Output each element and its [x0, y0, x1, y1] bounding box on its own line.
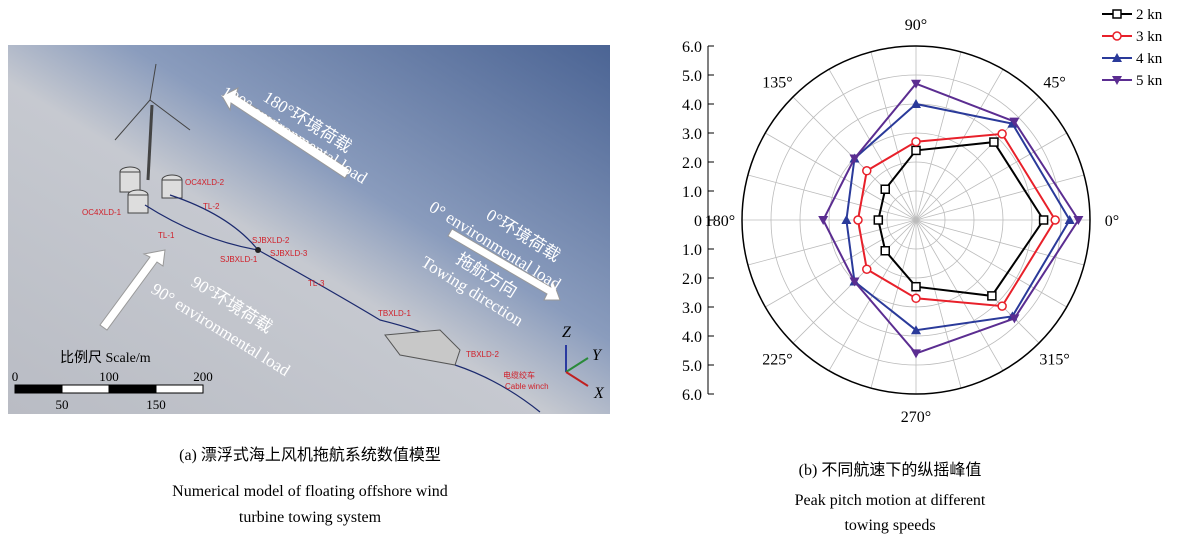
marker	[881, 185, 889, 193]
angle-label: 135°	[762, 74, 792, 91]
node	[255, 247, 261, 253]
r-tick-label: 4.0	[682, 329, 702, 346]
r-tick-label: 0	[694, 213, 702, 230]
marker	[990, 138, 998, 146]
marker	[863, 265, 871, 273]
model-label: TL-1	[158, 231, 175, 240]
legend-label: 5 kn	[1136, 73, 1163, 89]
angle-label: 90°	[905, 17, 927, 34]
scale-label: 200	[193, 369, 213, 384]
r-tick-label: 3.0	[682, 300, 702, 317]
scale-title: 比例尺 Scale/m	[60, 350, 151, 366]
model-panel: 180°环境荷载 180° environmental load 0°环境荷载 …	[8, 45, 610, 526]
scale-bar	[15, 385, 203, 393]
marker	[818, 216, 828, 225]
r-tick-label: 2.0	[682, 155, 702, 172]
angle-label: 225°	[762, 352, 792, 369]
legend-label: 2 kn	[1136, 7, 1163, 23]
marker	[881, 247, 889, 255]
angle-label: 45°	[1043, 74, 1065, 91]
model-label: TL-3	[308, 279, 325, 288]
r-tick-label: 6.0	[682, 39, 702, 56]
model-label: Cable winch	[505, 382, 549, 391]
scale-label: 0	[12, 369, 19, 384]
caption: turbine towing system	[239, 509, 382, 526]
marker	[912, 294, 920, 302]
r-tick-label: 3.0	[682, 126, 702, 143]
r-tick-label: 1.0	[682, 184, 702, 201]
r-tick-label: 1.0	[682, 242, 702, 259]
marker	[998, 130, 1006, 138]
angle-label: 180°	[705, 213, 735, 230]
marker	[1065, 215, 1075, 224]
model-label: SJBXLD-2	[252, 236, 290, 245]
legend-label: 3 kn	[1136, 29, 1163, 45]
marker	[1040, 216, 1048, 224]
r-tick-label: 2.0	[682, 271, 702, 288]
marker	[841, 215, 851, 224]
angle-label: 315°	[1039, 352, 1069, 369]
marker	[912, 146, 920, 154]
angle-label: 0°	[1105, 213, 1119, 230]
r-tick-label: 5.0	[682, 68, 702, 85]
model-label: TBXLD-2	[466, 350, 499, 359]
angle-label: 270°	[901, 409, 931, 426]
marker	[912, 283, 920, 291]
model-label: TBXLD-1	[378, 309, 411, 318]
caption: Peak pitch motion at different	[795, 492, 986, 509]
caption: (a) 漂浮式海上风机拖航系统数值模型	[179, 446, 441, 464]
model-label: OC4XLD-2	[185, 178, 225, 187]
caption: Numerical model of floating offshore win…	[172, 483, 448, 500]
marker	[863, 167, 871, 175]
caption: towing speeds	[844, 517, 935, 534]
marker	[874, 216, 882, 224]
marker	[1113, 10, 1121, 18]
marker	[911, 99, 921, 108]
marker	[988, 292, 996, 300]
scale-label: 50	[56, 397, 69, 412]
marker	[1051, 216, 1059, 224]
model-label: SJBXLD-3	[270, 249, 308, 258]
marker	[912, 138, 920, 146]
marker	[1113, 32, 1121, 40]
scale-label: 150	[146, 397, 166, 412]
model-label: SJBXLD-1	[220, 255, 258, 264]
model-label: TL-2	[203, 202, 220, 211]
axis-label: Z	[562, 324, 572, 341]
marker	[998, 302, 1006, 310]
model-label: 电缆绞车	[503, 370, 535, 380]
series-line	[878, 142, 1043, 296]
model-label: OC4XLD-1	[82, 208, 122, 217]
r-tick-label: 5.0	[682, 358, 702, 375]
caption: (b) 不同航速下的纵摇峰值	[799, 461, 982, 479]
marker	[854, 216, 862, 224]
r-tick-label: 4.0	[682, 97, 702, 114]
figure: 180°环境荷载 180° environmental load 0°环境荷载 …	[0, 0, 1182, 539]
scale-label: 100	[99, 369, 119, 384]
legend-label: 4 kn	[1136, 51, 1163, 67]
marker	[911, 349, 921, 358]
r-tick-label: 6.0	[682, 387, 702, 404]
axis-label: X	[593, 385, 605, 402]
